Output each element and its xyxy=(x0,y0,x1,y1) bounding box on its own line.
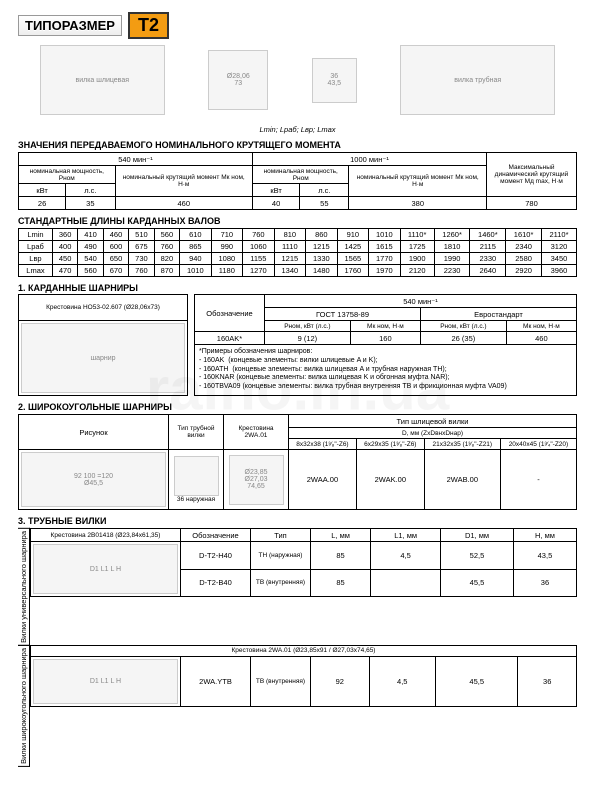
sec2-title: 2. ШИРОКОУГОЛЬНЫЕ ШАРНИРЫ xyxy=(18,402,577,412)
sec1-title: 1. КАРДАННЫЕ ШАРНИРЫ xyxy=(18,283,577,293)
sec2-drawing-main: 92 100 =120Ø45,5 xyxy=(21,452,166,507)
sec2-drawing-tube xyxy=(174,456,219,496)
sec3-title: 3. ТРУБНЫЕ ВИЛКИ xyxy=(18,516,577,526)
header: ТИПОРАЗМЕР T2 xyxy=(18,12,577,39)
sec3-drawing1: D1 L1 L H xyxy=(33,544,178,594)
sec3-group2: Вилки широкоугольного шарнира Крестовина… xyxy=(18,645,577,767)
sec3-drawing2: D1 L1 L H xyxy=(33,659,178,704)
drawings-row: вилка шлицевая Ø28,0673 3643,5 вилка тру… xyxy=(18,45,577,115)
drawing-left: вилка шлицевая xyxy=(40,45,165,115)
dims-caption: Lmin; Lраб; Lвр; Lmax xyxy=(18,125,577,134)
lengths-row: Lраб400490600675760865990106011101215142… xyxy=(19,241,577,253)
h-1000: 1000 мин⁻¹ xyxy=(252,153,486,166)
sec3-group1: Вилки универсального шарнира Крестовина … xyxy=(18,528,577,646)
torque-row: 26 35 460 40 55 380 780 xyxy=(19,197,577,210)
lengths-table: Lmin360410460510560610710760810860910101… xyxy=(18,228,577,277)
type-badge: T2 xyxy=(128,12,169,39)
drawing-profile: 3643,5 xyxy=(312,58,357,103)
lengths-row: Lвр4505406507308209401080115512151330156… xyxy=(19,253,577,265)
sec1-data-row: 160AK* 9 (12) 160 26 (35) 460 xyxy=(195,332,577,345)
group1-label: Вилки универсального шарнира xyxy=(18,528,30,646)
sec1-drawing: шарнир xyxy=(21,323,185,393)
sec3-row1: D1 L1 L H D-T2-H40 TH (наружная) 85 4,5 … xyxy=(31,542,577,570)
sec2-drawing-cross: Ø23,85Ø27,0374,65 xyxy=(229,455,284,505)
torque-title: ЗНАЧЕНИЯ ПЕРЕДАВАЕМОГО НОМИНАЛЬНОГО КРУТ… xyxy=(18,140,577,150)
drawing-right: вилка трубная xyxy=(400,45,555,115)
type-label: ТИПОРАЗМЕР xyxy=(18,15,122,36)
drawing-cross: Ø28,0673 xyxy=(208,50,268,110)
cross-label: Крестовина НО53-02.607 (Ø28,06x73) xyxy=(19,295,188,321)
h-540: 540 мин⁻¹ xyxy=(19,153,253,166)
sec2-table: Рисунок Тип трубной вилки Крестовина 2WA… xyxy=(18,414,577,510)
sec1-notes: *Примеры обозначения шарниров: - 160AK (… xyxy=(194,345,577,396)
h-max: Максимальный динамический крутящий момен… xyxy=(487,153,577,197)
sec1-block: Крестовина НО53-02.607 (Ø28,06x73) шарни… xyxy=(18,294,577,396)
sec3-row3: D1 L1 L H 2WA.YTB TB (внутренняя) 92 4,5… xyxy=(31,656,577,706)
torque-table: 540 мин⁻¹ 1000 мин⁻¹ Максимальный динами… xyxy=(18,152,577,210)
sec2-data-row: 92 100 =120Ø45,5 36 наружная Ø23,85Ø27,0… xyxy=(19,450,577,510)
lengths-title: СТАНДАРТНЫЕ ДЛИНЫ КАРДАННЫХ ВАЛОВ xyxy=(18,216,577,226)
lengths-row: Lmax470560670760870101011801270134014801… xyxy=(19,265,577,277)
group2-label: Вилки широкоугольного шарнира xyxy=(18,645,30,767)
